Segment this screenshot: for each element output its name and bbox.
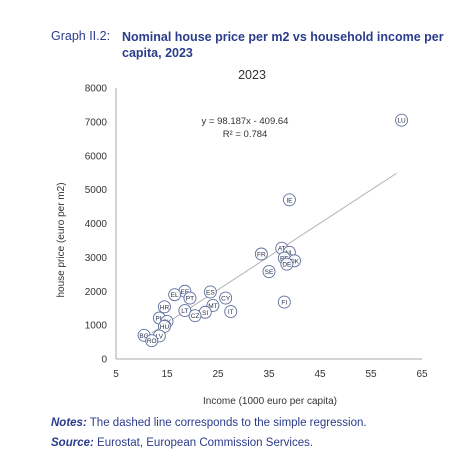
y-tick-label: 6000 bbox=[85, 151, 108, 162]
y-tick-label: 7000 bbox=[85, 117, 108, 128]
point-label: CY bbox=[221, 296, 231, 303]
point-label: LU bbox=[397, 118, 406, 125]
point-label: HR bbox=[160, 304, 170, 311]
point-label: RO bbox=[147, 338, 157, 345]
r-squared-label: R² = 0.784 bbox=[223, 129, 268, 140]
point-marker bbox=[277, 295, 291, 309]
y-tick-label: 8000 bbox=[85, 84, 108, 95]
point-marker bbox=[262, 265, 276, 279]
scatter-chart: 2023 0 1000 2000 3000 4000 5000 6000 7000 8000 5… bbox=[56, 68, 428, 407]
point-marker bbox=[395, 113, 409, 127]
y-axis-ticks: 0 1000 2000 3000 4000 5000 6000 7000 8000 bbox=[85, 84, 108, 366]
x-axis-ticks: 5 15 25 35 45 55 65 bbox=[113, 369, 428, 380]
point-marker bbox=[168, 288, 182, 302]
y-tick-label: 4000 bbox=[85, 219, 108, 230]
data-point: SE bbox=[262, 265, 276, 279]
data-point: IT bbox=[224, 305, 238, 319]
x-tick-label: 5 bbox=[113, 369, 119, 380]
y-tick-label: 2000 bbox=[85, 287, 108, 298]
data-point: CZ bbox=[188, 309, 202, 323]
point-label: NL bbox=[285, 250, 294, 257]
x-tick-label: 45 bbox=[314, 369, 326, 380]
notes-prefix: Notes: bbox=[51, 417, 87, 429]
point-marker bbox=[178, 304, 192, 318]
y-tick-label: 3000 bbox=[85, 253, 108, 264]
point-label: FI bbox=[281, 300, 287, 307]
point-label: CZ bbox=[191, 313, 200, 320]
point-label: IT bbox=[228, 309, 234, 316]
point-marker bbox=[280, 257, 294, 271]
data-point: LU bbox=[395, 113, 409, 127]
data-point: ES bbox=[203, 285, 217, 299]
data-point: RO bbox=[145, 334, 159, 348]
data-point: IE bbox=[282, 193, 296, 207]
x-axis-label: Income (1000 euro per capita) bbox=[203, 396, 337, 407]
point-marker bbox=[183, 291, 197, 305]
data-point: FR bbox=[254, 247, 268, 261]
point-label: ES bbox=[206, 289, 215, 296]
data-point: EL bbox=[168, 288, 182, 302]
x-tick-label: 55 bbox=[365, 369, 377, 380]
x-tick-label: 25 bbox=[212, 369, 224, 380]
source-prefix: Source: bbox=[51, 437, 94, 449]
point-marker bbox=[188, 309, 202, 323]
x-tick-label: 35 bbox=[263, 369, 275, 380]
point-label: EE bbox=[181, 289, 190, 296]
point-label: SE bbox=[265, 269, 274, 276]
graph-number: Graph II.2: bbox=[51, 29, 111, 43]
data-point: FI bbox=[277, 295, 291, 309]
point-marker bbox=[203, 285, 217, 299]
graph-title: Nominal house price per m2 vs household … bbox=[122, 30, 444, 60]
point-label: MT bbox=[208, 303, 217, 310]
regression-equation: y = 98.187x - 409.64 bbox=[202, 116, 289, 127]
point-label: BG bbox=[139, 333, 148, 340]
point-marker bbox=[145, 334, 159, 348]
y-tick-label: 0 bbox=[101, 355, 107, 366]
y-tick-label: 5000 bbox=[85, 185, 108, 196]
data-points: LUIEATNLFRBEDKDESEFIEEESELPTCYHRMTLTSIIT… bbox=[137, 113, 409, 348]
regression-line bbox=[151, 172, 397, 334]
point-label: SI bbox=[202, 310, 208, 317]
point-label: AT bbox=[278, 246, 286, 253]
point-label: IE bbox=[286, 197, 293, 204]
point-label: FR bbox=[257, 251, 266, 258]
point-label: PL bbox=[155, 316, 163, 323]
point-label: HU bbox=[160, 324, 170, 331]
chart-source: Source: Eurostat, European Commission Se… bbox=[51, 437, 313, 449]
point-label: LV bbox=[156, 333, 164, 340]
chart-notes: Notes: The dashed line corresponds to th… bbox=[51, 417, 367, 429]
x-tick-label: 15 bbox=[161, 369, 173, 380]
point-label: DE bbox=[282, 262, 292, 269]
data-point: HR bbox=[157, 300, 171, 314]
y-axis-label: house price (euro per m2) bbox=[56, 182, 67, 297]
data-point: PT bbox=[183, 291, 197, 305]
point-label: DK bbox=[290, 258, 300, 265]
x-tick-label: 65 bbox=[416, 369, 428, 380]
point-label: EL bbox=[171, 292, 179, 299]
point-marker bbox=[224, 305, 238, 319]
notes-text: The dashed line corresponds to the simpl… bbox=[89, 417, 367, 429]
point-marker bbox=[219, 291, 233, 305]
point-marker bbox=[157, 300, 171, 314]
data-point: LT bbox=[178, 304, 192, 318]
data-point: CY bbox=[219, 291, 233, 305]
point-marker bbox=[282, 193, 296, 207]
point-label: LT bbox=[181, 308, 188, 315]
chart-title: 2023 bbox=[238, 68, 266, 82]
point-label: PT bbox=[186, 296, 194, 303]
source-text: Eurostat, European Commission Services. bbox=[97, 437, 314, 449]
point-marker bbox=[254, 247, 268, 261]
y-tick-label: 1000 bbox=[85, 321, 108, 332]
data-point: DE bbox=[280, 257, 294, 271]
